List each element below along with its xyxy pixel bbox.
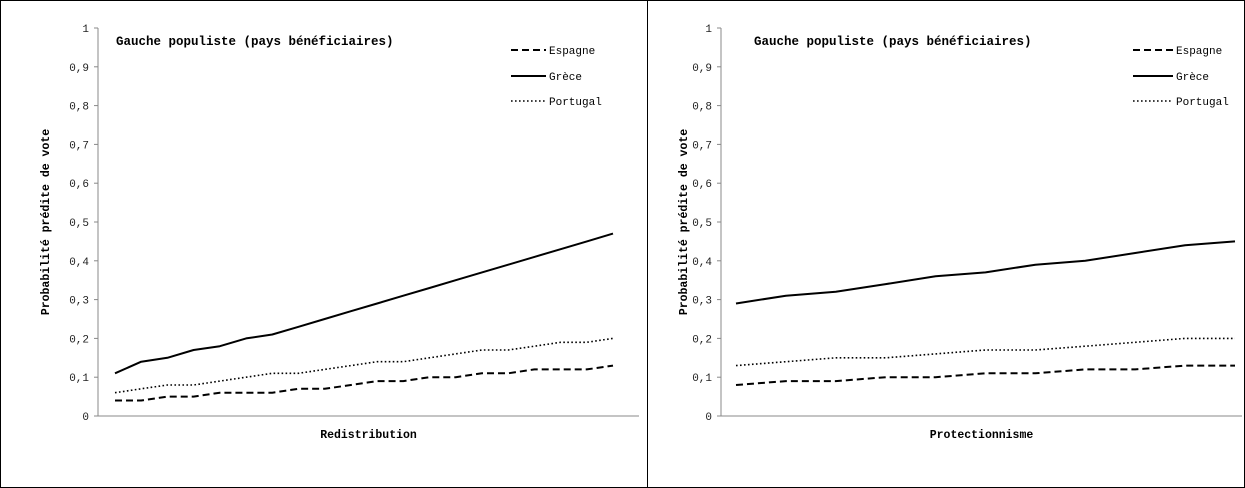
chart-panel-redistribution: 0 0,1 0,2 0,3 0,4 0,5 0,6 0,7 0,8 0,9 1 Gauche popu… [0, 0, 648, 488]
y-tick-label: 1 [705, 24, 712, 36]
legend-label-grèce: Grèce [1176, 72, 1209, 84]
y-tick-label: 0,4 [69, 257, 89, 269]
y-tick-label: 0 [82, 412, 89, 424]
y-tick-label: 0 [705, 412, 712, 424]
y-tick-label: 0,9 [69, 63, 89, 75]
y-tick-label: 0,8 [692, 102, 712, 114]
chart-title: Gauche populiste (pays bénéficiaires) [754, 35, 1032, 49]
legend-label-espagne: Espagne [549, 46, 595, 58]
y-tick-label: 0,6 [69, 179, 89, 191]
x-axis-title: Protectionnisme [930, 429, 1034, 442]
chart-protectionnisme: 0 0,1 0,2 0,3 0,4 0,5 0,6 0,7 0,8 0,9 1 Gauche popu… [678, 24, 1242, 442]
x-axis-title: Redistribution [320, 429, 417, 442]
y-tick-label: 1 [82, 24, 89, 36]
legend-label-portugal: Portugal [1176, 97, 1229, 109]
chart-title: Gauche populiste (pays bénéficiaires) [116, 35, 394, 49]
y-axis-title: Probabilité prédite de vote [678, 129, 691, 315]
y-tick-label: 0,1 [69, 373, 89, 385]
y-tick-label: 0,5 [692, 218, 712, 230]
y-tick-label: 0,4 [692, 257, 712, 269]
y-tick-label: 0,9 [692, 63, 712, 75]
legend-label-portugal: Portugal [549, 97, 602, 109]
y-tick-label: 0,2 [69, 334, 89, 346]
y-tick-label: 0,7 [69, 140, 89, 152]
series-line-grèce [735, 240, 1236, 305]
series-line-portugal [735, 337, 1235, 367]
y-tick-label: 0,3 [692, 296, 712, 308]
legend-label-grèce: Grèce [549, 72, 582, 84]
legend-label-espagne: Espagne [1176, 46, 1222, 58]
series-line-portugal [114, 337, 614, 394]
series-line-espagne [735, 364, 1235, 386]
y-tick-label: 0,3 [69, 296, 89, 308]
y-tick-label: 0,7 [692, 140, 712, 152]
y-tick-label: 0,8 [69, 102, 89, 114]
y-tick-label: 0,2 [692, 334, 712, 346]
chart-panel-protectionnisme: 0 0,1 0,2 0,3 0,4 0,5 0,6 0,7 0,8 0,9 1 Gauche popu… [647, 0, 1245, 488]
series-line-espagne [115, 364, 614, 402]
y-tick-label: 0,5 [69, 218, 89, 230]
y-tick-label: 0,6 [692, 179, 712, 191]
series-line-grèce [114, 232, 614, 375]
y-tick-label: 0,1 [692, 373, 712, 385]
chart-redistribution: 0 0,1 0,2 0,3 0,4 0,5 0,6 0,7 0,8 0,9 1 Gauche popu… [40, 24, 639, 442]
y-axis-title: Probabilité prédite de vote [40, 129, 53, 315]
